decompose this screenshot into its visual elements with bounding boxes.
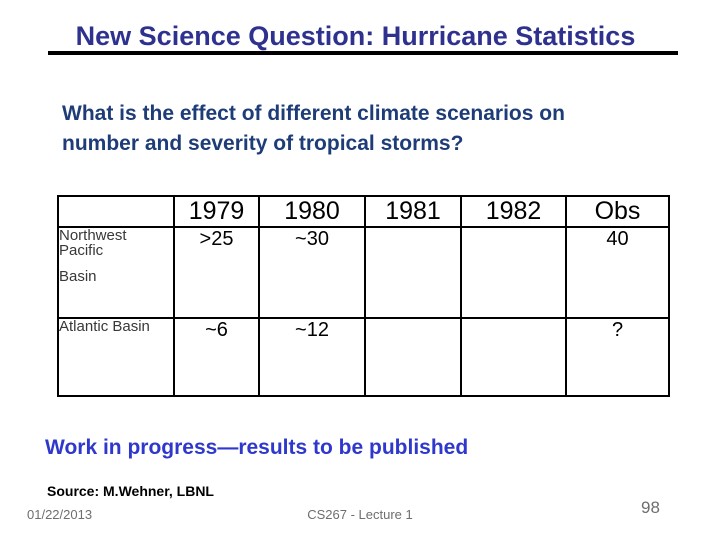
header-cell-blank [57,195,175,228]
header-cell-1981: 1981 [364,195,462,228]
table-row: Northwest Pacific Basin >25 ~30 40 [57,226,670,319]
header-cell-1979: 1979 [173,195,260,228]
row-label-line-1: Atlantic Basin [59,318,150,335]
hurricane-table-wrap: 1979 1980 1981 1982 Obs Northwest Pacifi… [57,195,670,397]
question-line-1: What is the effect of different climate … [62,102,565,125]
hurricane-stats-table: 1979 1980 1981 1982 Obs Northwest Pacifi… [57,195,670,397]
header-cell-1982: 1982 [460,195,567,228]
row-label-northwest-pacific-basin: Northwest Pacific Basin [57,226,175,319]
row-label-atlantic-basin: Atlantic Basin [57,317,175,397]
source-credit: Source: M.Wehner, LBNL [47,483,214,499]
status-line: Work in progress—results to be published [45,436,469,459]
row-label-line-1: Northwest Pacific [59,227,127,259]
table-row: Atlantic Basin ~6 ~12 ? [57,317,670,397]
cell-nwp-obs: 40 [565,226,670,319]
cell-atl-1980: ~12 [258,317,366,397]
cell-atl-1982 [460,317,567,397]
question-line-2: number and severity of tropical storms? [62,132,464,155]
header-cell-obs: Obs [565,195,670,228]
footer-page-number: 98 [641,498,660,517]
cell-atl-obs: ? [565,317,670,397]
row-label-line-2: Basin [59,268,97,285]
table-header-row: 1979 1980 1981 1982 Obs [57,195,670,228]
cell-nwp-1979: >25 [173,226,260,319]
slide-title: New Science Question: Hurricane Statisti… [75,21,636,51]
cell-nwp-1982 [460,226,567,319]
question-text: What is the effect of different climate … [62,99,565,159]
cell-atl-1979: ~6 [173,317,260,397]
footer-course: CS267 - Lecture 1 [307,507,413,522]
footer-date: 01/22/2013 [27,507,93,522]
title-underline [48,51,678,55]
header-cell-1980: 1980 [258,195,366,228]
cell-nwp-1981 [364,226,462,319]
cell-nwp-1980: ~30 [258,226,366,319]
cell-atl-1981 [364,317,462,397]
